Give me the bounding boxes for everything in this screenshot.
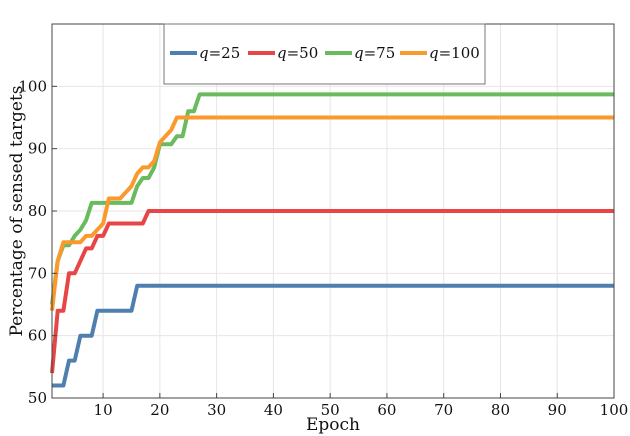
y-tick-label: 50 [28, 389, 47, 407]
legend-label: q=100 [429, 44, 480, 62]
legend-box [163, 23, 486, 85]
x-tick-label: 90 [548, 401, 567, 419]
x-tick-label: 40 [264, 401, 283, 419]
series-line-q-25 [52, 283, 614, 388]
y-tick-label: 60 [28, 327, 47, 345]
x-tick-label: 20 [150, 401, 169, 419]
x-tick-label: 80 [491, 401, 510, 419]
series-line-q-50 [50, 209, 614, 374]
y-tick-label: 100 [18, 77, 47, 95]
x-axis-label: Epoch [306, 415, 360, 435]
y-tick-label: 80 [28, 202, 47, 220]
x-tick-label: 60 [377, 401, 396, 419]
y-axis-label: Percentage of sensed targets [7, 85, 27, 336]
x-tick-label: 70 [434, 401, 453, 419]
x-tick-label: 30 [207, 401, 226, 419]
legend: q=25 q=50 q=75 q=100 [163, 23, 486, 85]
legend-label: q=50 [277, 44, 318, 62]
y-tick-label: 90 [28, 140, 47, 158]
legend-label: q=75 [354, 44, 395, 62]
legend-label: q=25 [199, 44, 240, 62]
series-lines [50, 92, 614, 388]
y-tick-label: 70 [28, 264, 47, 282]
x-tick-label: 50 [321, 401, 340, 419]
x-tick-label: 10 [94, 401, 113, 419]
x-tick-label: 100 [600, 401, 629, 419]
ticks: 10 20 30 40 50 60 70 80 90 100 50 60 70 80 90 100 [18, 77, 628, 419]
series-line-q-100 [50, 115, 614, 311]
